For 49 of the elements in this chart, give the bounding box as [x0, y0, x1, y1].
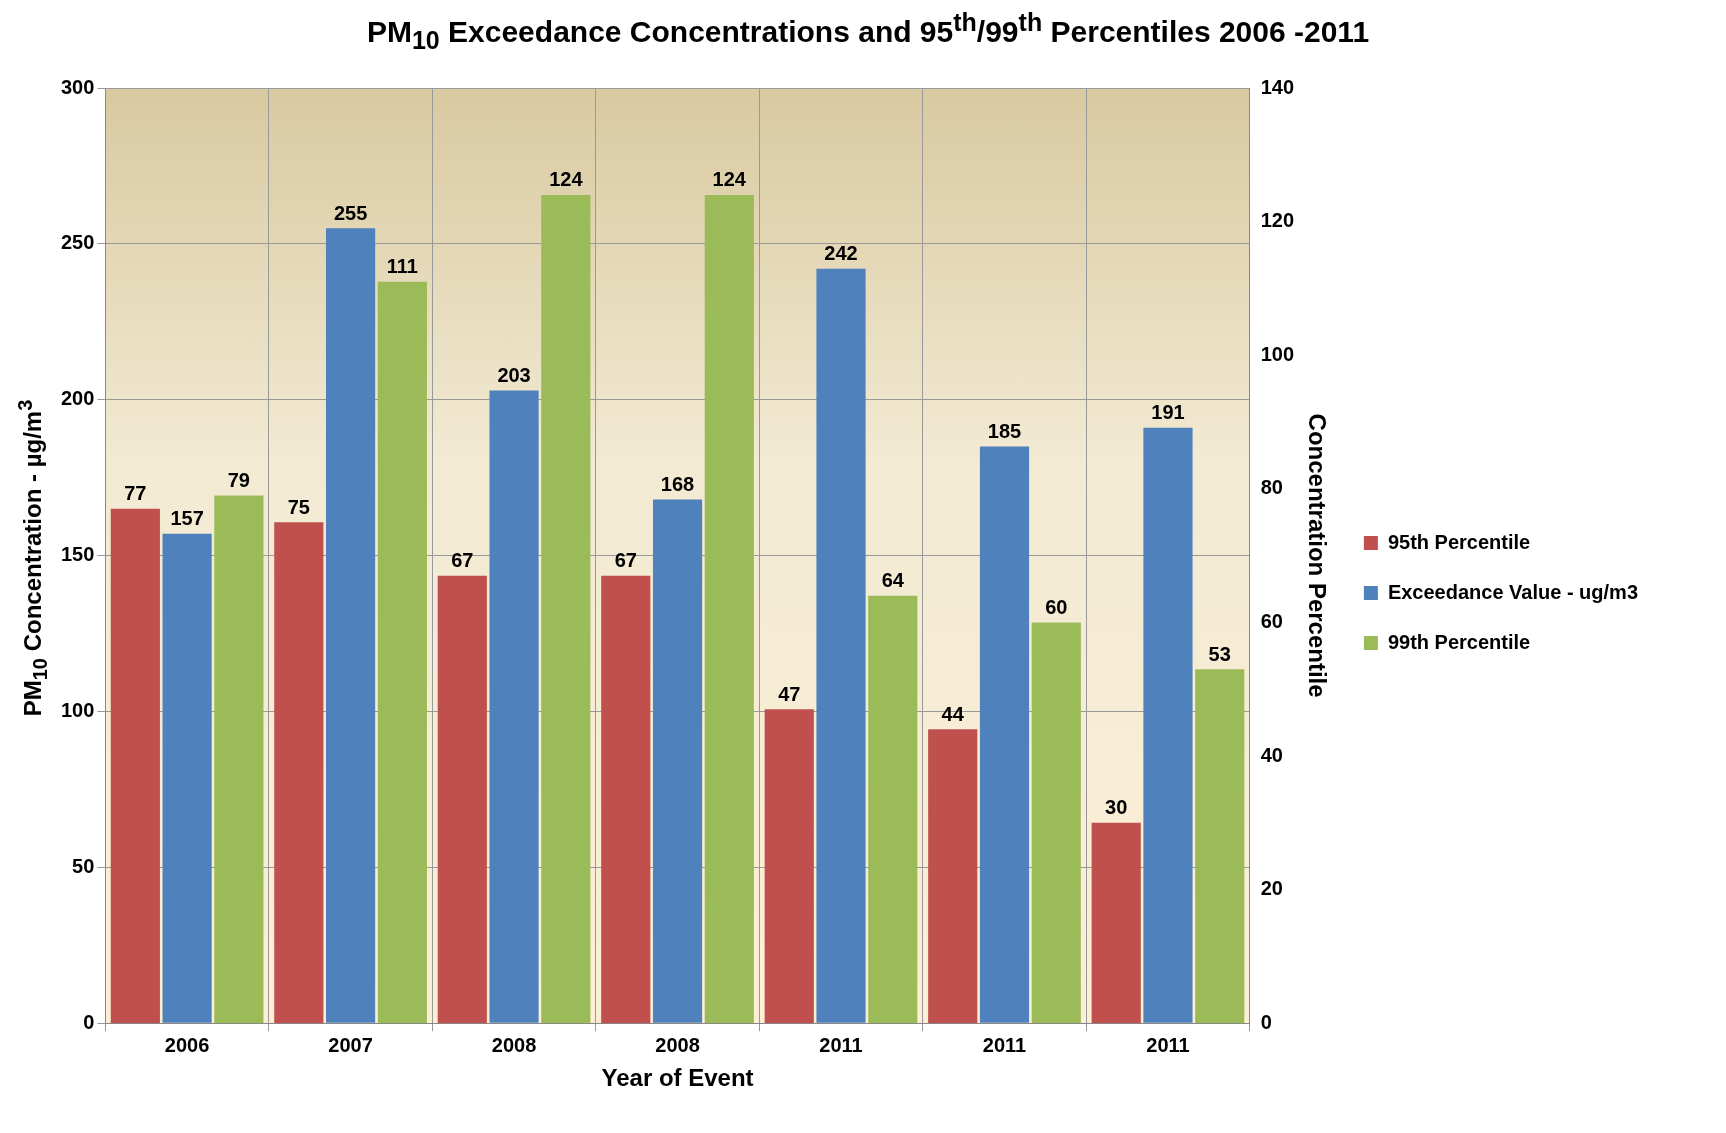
y-tick-label: 250: [60, 231, 95, 254]
y2-tick-label: 0: [1260, 1010, 1272, 1033]
data-label: 77: [124, 482, 147, 505]
data-label: 191: [1151, 401, 1185, 424]
data-label: 168: [660, 473, 695, 495]
legend-label: 95th Percentile: [1387, 530, 1531, 553]
data-label: 64: [881, 569, 905, 592]
data-label: 203: [497, 363, 531, 386]
x-tick-label: 2008: [491, 1033, 537, 1056]
y2-tick-label: 20: [1260, 877, 1283, 900]
legend-label: 99th Percentile: [1387, 630, 1531, 653]
data-label: 124: [712, 168, 747, 191]
x-tick-label: 2006: [164, 1033, 210, 1056]
data-label: 47: [778, 682, 801, 705]
data-label: 67: [614, 549, 637, 572]
y2-axis-title: Concentration Percentile: [1303, 413, 1331, 698]
data-label: 255: [333, 201, 368, 224]
y2-tick-label: 40: [1260, 743, 1283, 766]
x-tick-label: 2008: [655, 1033, 700, 1056]
legend-label: Exceedance Value - ug/m3: [1387, 580, 1639, 603]
data-label: 30: [1105, 796, 1128, 819]
y-tick-label: 200: [60, 387, 95, 410]
x-tick-label: 2011: [819, 1033, 863, 1056]
data-label: 242: [824, 242, 858, 265]
y2-tick-label: 80: [1260, 476, 1283, 499]
y2-tick-label: 60: [1260, 609, 1283, 632]
x-tick-label: 2011: [982, 1033, 1027, 1056]
data-label: 75: [287, 495, 310, 518]
data-label: 67: [451, 549, 474, 572]
data-label: 111: [386, 255, 418, 278]
y2-tick-label: 140: [1260, 75, 1295, 98]
y-tick-label: 100: [60, 698, 95, 721]
data-label: 53: [1208, 642, 1231, 665]
chart-title: PM$_{10}$ Exceedance Concentrations and 95$^{th}$/99$^{th}$ Percentiles 2006 -2011: [365, 8, 1371, 56]
y-tick-label: 150: [60, 543, 95, 566]
x-axis-title: Year of Event: [601, 1064, 754, 1092]
y2-tick-label: 120: [1260, 209, 1295, 232]
y-tick-label: 0: [83, 1010, 95, 1033]
data-label: 124: [549, 168, 584, 191]
data-label: 157: [170, 507, 204, 530]
x-tick-label: 2007: [328, 1033, 373, 1056]
y2-tick-label: 100: [1260, 342, 1295, 365]
data-label: 185: [987, 420, 1022, 443]
data-label: 44: [941, 702, 965, 725]
data-label: 79: [227, 469, 250, 491]
data-label: 60: [1045, 595, 1068, 618]
x-tick-label: 2011: [1146, 1033, 1190, 1056]
y-tick-label: 50: [72, 854, 95, 877]
y-tick-label: 300: [60, 75, 95, 98]
